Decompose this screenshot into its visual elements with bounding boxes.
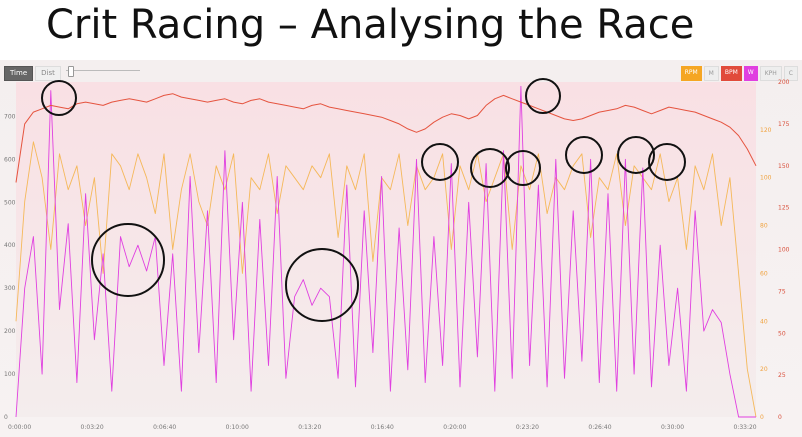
y-left-tick: 200	[4, 328, 16, 335]
y-right-cadence-tick: 60	[760, 270, 768, 277]
annotation-circle	[505, 150, 541, 186]
y-left-tick: 100	[4, 371, 16, 378]
y-left-tick: 600	[4, 156, 16, 163]
legend-toggle-c[interactable]: C	[783, 66, 798, 81]
x-tick: 0:30:00	[661, 424, 684, 431]
x-tick: 0:23:20	[516, 424, 539, 431]
time-button[interactable]: Time	[4, 66, 34, 81]
series-legend: RPM M BPM W KPH C	[680, 66, 798, 81]
y-left-tick: 300	[4, 285, 16, 292]
y-right-hr-tick: 100	[778, 247, 790, 254]
annotation-circle	[91, 223, 165, 297]
plot-area	[16, 82, 756, 417]
x-tick: 0:10:00	[226, 424, 249, 431]
annotation-circle	[41, 80, 77, 116]
annotation-circle	[565, 136, 603, 174]
annotation-circle	[648, 143, 686, 181]
x-tick: 0:16:40	[371, 424, 394, 431]
x-tick: 0:13:20	[298, 424, 321, 431]
y-right-cadence-tick: 40	[760, 318, 768, 325]
y-right-cadence-tick: 120	[760, 127, 772, 134]
ride-chart: 0100200300400500600700025507510012515017…	[4, 78, 790, 431]
x-tick: 0:20:00	[443, 424, 466, 431]
x-tick: 0:03:20	[81, 424, 104, 431]
annotation-circle	[470, 148, 510, 188]
y-left-tick: 0	[4, 414, 8, 421]
x-tick: 0:06:40	[153, 424, 176, 431]
slide-title: Crit Racing – Analysing the Race	[46, 2, 695, 48]
series-line-rpm	[15, 141, 757, 418]
y-left-tick: 700	[4, 113, 16, 120]
series-line-bpm	[15, 93, 757, 183]
y-right-hr-tick: 75	[778, 288, 786, 295]
series-line-w	[15, 85, 756, 418]
annotation-circle	[421, 143, 459, 181]
y-right-hr-tick: 125	[778, 205, 790, 212]
y-left-tick: 500	[4, 199, 16, 206]
y-right-cadence-tick: 0	[760, 414, 764, 421]
annotation-circle	[525, 78, 561, 114]
x-mode-toggle: Time Dist	[4, 66, 61, 81]
legend-toggle-rpm[interactable]: RPM	[680, 66, 702, 81]
y-right-cadence-tick: 100	[760, 175, 772, 182]
legend-toggle-m[interactable]: M	[703, 66, 719, 81]
legend-toggle-w[interactable]: W	[743, 66, 758, 81]
y-right-hr-tick: 175	[778, 121, 790, 128]
annotation-circle	[285, 248, 359, 322]
zoom-slider[interactable]	[66, 66, 140, 77]
x-tick: 0:26:40	[588, 424, 611, 431]
x-tick: 0:33:20	[733, 424, 756, 431]
y-right-cadence-tick: 80	[760, 223, 768, 230]
legend-toggle-bpm[interactable]: BPM	[720, 66, 742, 81]
distance-button[interactable]: Dist	[35, 66, 61, 81]
zoom-slider-knob[interactable]	[68, 66, 74, 77]
y-left-tick: 400	[4, 242, 16, 249]
x-tick: 0:00:00	[8, 424, 31, 431]
y-right-hr-tick: 50	[778, 330, 786, 337]
legend-toggle-kph[interactable]: KPH	[759, 66, 782, 81]
y-right-cadence-tick: 20	[760, 366, 768, 373]
y-right-hr-tick: 150	[778, 163, 790, 170]
zoom-slider-track	[66, 70, 140, 71]
y-right-hr-tick: 200	[778, 79, 790, 86]
y-right-hr-tick: 25	[778, 372, 786, 379]
annotation-circle	[617, 136, 655, 174]
y-right-hr-tick: 0	[778, 414, 782, 421]
